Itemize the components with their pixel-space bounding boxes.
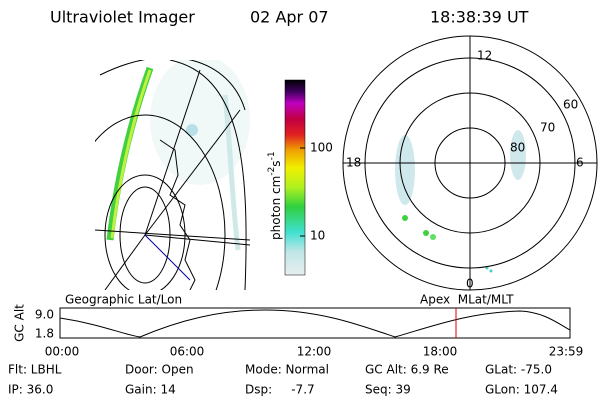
label-part: s	[269, 160, 283, 166]
status-field: GC Alt: 6.9 Re	[365, 363, 449, 377]
polar-label: 70	[540, 121, 555, 135]
status-field: Mode: Normal	[245, 363, 329, 377]
altitude-curve	[59, 309, 571, 338]
x-tick-label: 18:00	[423, 345, 458, 359]
label-sup: -1	[267, 151, 277, 160]
colorbar-tick: 10	[310, 229, 325, 243]
status-field: GLat: -75.0	[485, 363, 552, 377]
x-tick-label: 00:00	[45, 345, 80, 359]
polar-label: 12	[477, 49, 492, 63]
y-axis-label: GC Alt	[13, 304, 27, 342]
polar-plot	[342, 35, 598, 291]
time: 18:38:39 UT	[430, 8, 529, 27]
colorbar	[284, 79, 306, 276]
polar-label: 60	[563, 98, 578, 112]
status-field: Flt: LBHL	[8, 363, 62, 377]
polar-label: 80	[510, 141, 525, 155]
date: 02 Apr 07	[250, 8, 329, 27]
status-field: GLon: 107.4	[485, 383, 558, 397]
plot-title: Geographic Lat/Lon	[65, 293, 182, 307]
label-sup: -2	[267, 167, 277, 176]
x-tick-label: 06:00	[170, 345, 205, 359]
plot-title: Apex MLat/MLT	[420, 293, 514, 307]
plot-frame	[59, 307, 571, 339]
status-field: Gain: 14	[125, 383, 176, 397]
colorbar-label: photon cm-2s-1	[267, 151, 283, 240]
status-field: Door: Open	[125, 363, 194, 377]
y-tick-label: 1.8	[35, 327, 54, 341]
polar-label: 0	[466, 277, 474, 291]
status-block: Flt: LBHL Door: Open Mode: Normal GC Alt: 6…	[8, 363, 558, 397]
status-field: Dsp: -7.7	[245, 383, 315, 397]
y-tick-label: 9.0	[35, 308, 54, 322]
polar-label: 6	[576, 156, 584, 170]
polar-label: 18	[346, 156, 361, 170]
title: Ultraviolet Imager	[50, 8, 195, 27]
colorbar-tick: 100	[310, 141, 333, 155]
x-tick-label: 23:59	[549, 345, 584, 359]
status-field: Seq: 39	[365, 383, 411, 397]
geo-map	[95, 60, 250, 290]
status-field: IP: 36.0	[8, 383, 53, 397]
label-part: photon cm	[269, 176, 283, 240]
x-tick-label: 12:00	[297, 345, 332, 359]
